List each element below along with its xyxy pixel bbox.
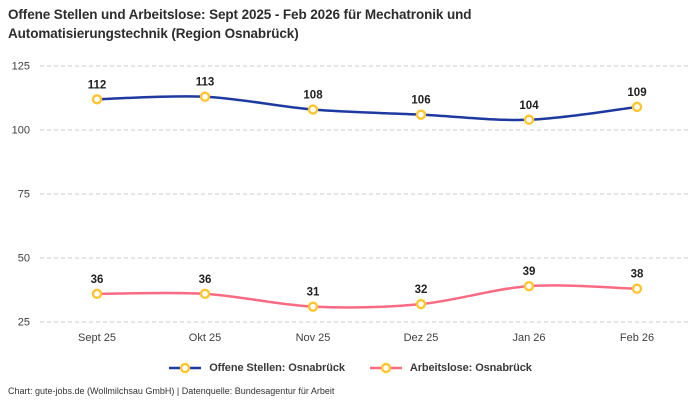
y-axis-tick-label: 100 xyxy=(12,125,30,137)
chart-legend: Offene Stellen: Osnabrück Arbeitslose: O… xyxy=(0,362,700,374)
legend-label-offene-stellen: Offene Stellen: Osnabrück xyxy=(209,362,345,374)
data-point-marker[interactable] xyxy=(523,114,535,125)
data-point-label: 32 xyxy=(415,284,428,296)
data-point-label: 112 xyxy=(88,79,107,91)
x-axis-tick-label: Dez 25 xyxy=(404,332,439,344)
y-axis-tick-label: 75 xyxy=(18,189,30,201)
y-axis-tick-label: 50 xyxy=(18,253,30,265)
data-point-marker[interactable] xyxy=(307,104,319,115)
data-point-marker[interactable] xyxy=(631,283,643,294)
data-point-label: 106 xyxy=(411,95,430,107)
chart-attribution: Chart: gute-jobs.de (Wollmilchsau GmbH) … xyxy=(8,386,335,396)
y-axis-tick-label: 125 xyxy=(12,61,30,73)
data-point-label: 31 xyxy=(307,287,320,299)
x-axis-tick-label: Okt 25 xyxy=(189,332,221,344)
legend-label-arbeitslose: Arbeitslose: Osnabrück xyxy=(409,362,532,374)
data-point-label: 113 xyxy=(196,77,215,89)
data-point-marker[interactable] xyxy=(631,101,643,113)
data-point-label: 36 xyxy=(199,274,212,286)
data-point-label: 109 xyxy=(627,87,646,99)
legend-marker-sample xyxy=(180,362,191,374)
series-line-0 xyxy=(95,95,639,122)
data-point-marker[interactable] xyxy=(91,94,103,105)
data-point-label: 108 xyxy=(303,90,323,102)
x-axis-tick-label: Nov 25 xyxy=(296,332,331,344)
legend-item-arbeitslose: Arbeitslose: Osnabrück xyxy=(369,362,532,374)
data-point-marker[interactable] xyxy=(199,91,211,102)
data-point-label: 36 xyxy=(91,274,104,286)
legend-swatch-arbeitslose-icon xyxy=(369,362,402,374)
x-axis-tick-label: Jan 26 xyxy=(512,332,545,344)
legend-swatch-offene-stellen-icon xyxy=(169,362,202,374)
data-point-label: 38 xyxy=(631,269,644,281)
chart-title: Offene Stellen und Arbeitslose: Sept 202… xyxy=(8,7,472,42)
series-line-1 xyxy=(95,284,639,309)
data-point-marker[interactable] xyxy=(307,301,319,312)
data-point-marker[interactable] xyxy=(523,280,535,292)
legend-marker-sample xyxy=(380,362,392,374)
data-point-marker[interactable] xyxy=(415,298,427,310)
x-axis-tick-label: Feb 26 xyxy=(620,332,654,344)
y-axis-tick-label: 25 xyxy=(18,317,30,329)
data-point-label: 104 xyxy=(519,100,539,112)
x-axis-tick-label: Sept 25 xyxy=(78,332,116,344)
data-point-label: 39 xyxy=(523,266,536,278)
data-point-marker[interactable] xyxy=(91,288,103,300)
data-point-marker[interactable] xyxy=(415,109,427,120)
data-point-marker[interactable] xyxy=(199,288,211,300)
legend-item-offene-stellen: Offene Stellen: Osnabrück xyxy=(168,362,345,374)
